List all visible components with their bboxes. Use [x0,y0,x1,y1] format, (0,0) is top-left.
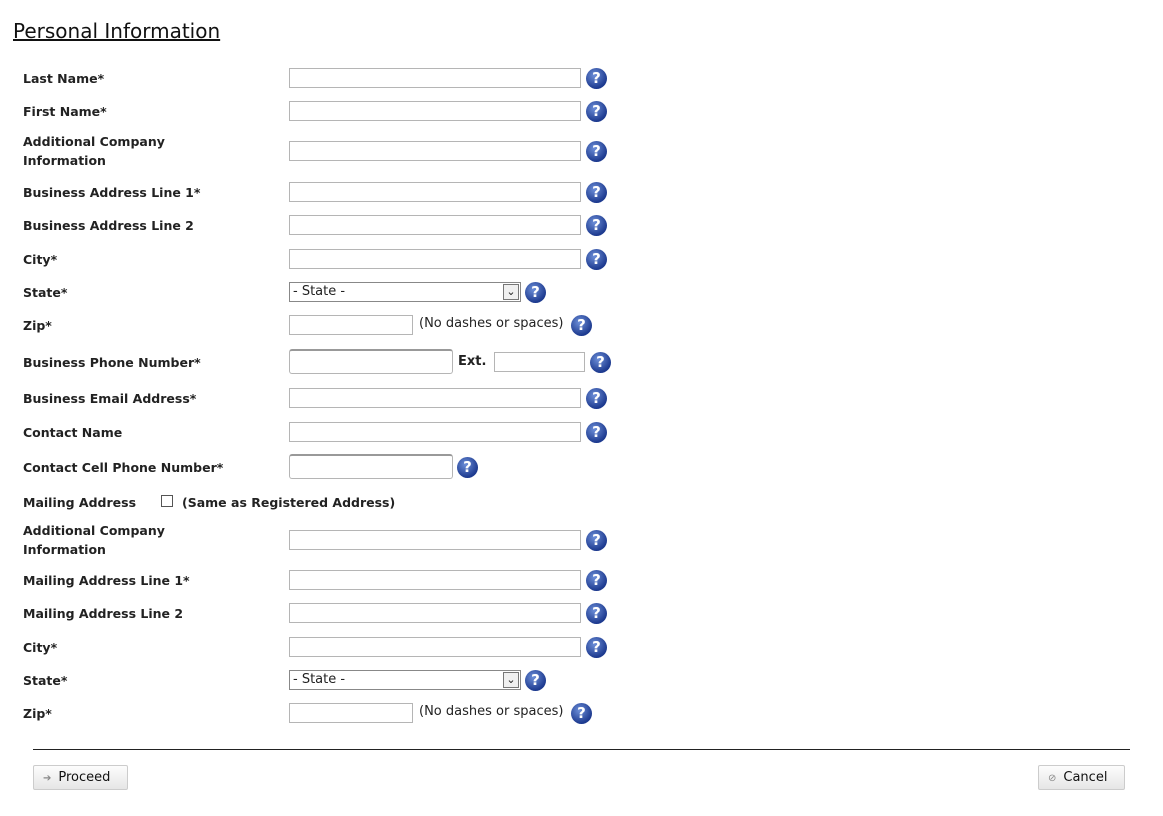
mailing-address-line-1-input[interactable] [289,570,581,590]
contact-name-input[interactable] [289,422,581,442]
field-label: City* [23,252,58,267]
field-label: Contact Cell Phone Number* [23,460,224,475]
field-label: First Name* [23,104,107,119]
field-label: Contact Name [23,425,123,440]
same-as-registered-checkbox[interactable] [161,495,173,507]
first-name-input[interactable] [289,101,581,121]
help-icon[interactable]: ? [571,315,592,336]
help-icon[interactable]: ? [525,282,546,303]
divider [33,749,1130,750]
state-select[interactable]: - State - ⌄ [289,282,521,302]
field-label: City* [23,640,58,655]
ext-input[interactable] [494,352,585,372]
help-icon[interactable]: ? [586,388,607,409]
business-phone-input[interactable] [289,349,453,374]
proceed-button[interactable]: ➔ Proceed [33,765,128,790]
cancel-button[interactable]: ⊘ Cancel [1038,765,1125,790]
help-icon[interactable]: ? [590,352,611,373]
page-title: Personal Information [13,19,221,43]
chevron-down-icon[interactable]: ⌄ [503,672,519,688]
field-label: Zip* [23,318,52,333]
help-icon[interactable]: ? [457,457,478,478]
field-label: Business Phone Number* [23,355,201,370]
ext-label: Ext. [458,354,487,369]
last-name-input[interactable] [289,68,581,88]
business-email-address-input[interactable] [289,388,581,408]
help-icon[interactable]: ? [586,182,607,203]
help-icon[interactable]: ? [586,422,607,443]
city-input[interactable] [289,249,581,269]
same-as-registered-label: (Same as Registered Address) [182,495,396,510]
field-label: Mailing Address [23,495,137,510]
city-input[interactable] [289,637,581,657]
zip-input[interactable] [289,315,413,335]
chevron-down-icon[interactable]: ⌄ [503,284,519,300]
zip-hint: (No dashes or spaces) [419,704,564,719]
field-label: Additional Company Information [23,134,165,168]
help-icon[interactable]: ? [586,141,607,162]
help-icon[interactable]: ? [586,215,607,236]
additional-company-information-input[interactable] [289,530,581,550]
help-icon[interactable]: ? [586,530,607,551]
cell-phone-input[interactable] [289,454,453,479]
help-icon[interactable]: ? [525,670,546,691]
zip-hint: (No dashes or spaces) [419,316,564,331]
cancel-label: Cancel [1063,770,1108,785]
additional-company-information-input[interactable] [289,141,581,161]
field-label: State* [23,285,68,300]
field-label: Business Address Line 2 [23,218,194,233]
help-icon[interactable]: ? [586,570,607,591]
state-select-value: - State - [293,672,346,687]
help-icon[interactable]: ? [586,68,607,89]
help-icon[interactable]: ? [586,249,607,270]
field-label: Business Email Address* [23,391,197,406]
field-label: Last Name* [23,71,105,86]
field-label: Mailing Address Line 2 [23,606,184,621]
help-icon[interactable]: ? [586,101,607,122]
field-label: Business Address Line 1* [23,185,201,200]
mailing-address-line-2-input[interactable] [289,603,581,623]
field-label: State* [23,673,68,688]
help-icon[interactable]: ? [571,703,592,724]
arrow-right-icon: ➔ [43,773,52,784]
state-select-value: - State - [293,284,346,299]
proceed-label: Proceed [58,770,111,785]
help-icon[interactable]: ? [586,603,607,624]
business-address-line-1-input[interactable] [289,182,581,202]
zip-input[interactable] [289,703,413,723]
field-label: Mailing Address Line 1* [23,573,190,588]
business-address-line-2-input[interactable] [289,215,581,235]
field-label: Additional Company Information [23,523,165,557]
field-label: Zip* [23,706,52,721]
state-select[interactable]: - State - ⌄ [289,670,521,690]
help-icon[interactable]: ? [586,637,607,658]
no-entry-icon: ⊘ [1048,773,1057,784]
